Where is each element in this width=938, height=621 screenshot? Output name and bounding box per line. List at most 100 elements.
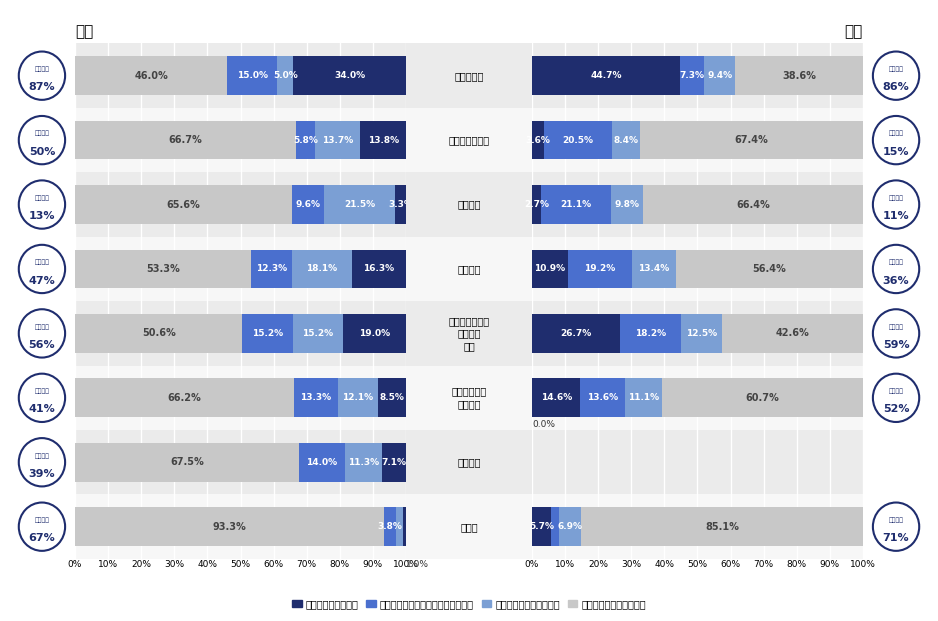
Bar: [295, 120, 315, 160]
Text: 実施傾数: 実施傾数: [888, 324, 903, 330]
Bar: [343, 108, 595, 172]
Text: 実施傾数: 実施傾数: [35, 131, 50, 137]
Text: 66.4%: 66.4%: [736, 199, 770, 209]
Text: 13.8%: 13.8%: [368, 135, 399, 145]
Text: 9.6%: 9.6%: [295, 200, 321, 209]
Bar: [360, 120, 406, 160]
Bar: [735, 57, 863, 95]
Text: 60.7%: 60.7%: [746, 393, 779, 403]
Text: 13.6%: 13.6%: [587, 393, 618, 402]
Text: 15.2%: 15.2%: [302, 329, 334, 338]
Ellipse shape: [873, 245, 919, 293]
Bar: [532, 57, 680, 95]
Text: 5.8%: 5.8%: [293, 135, 318, 145]
Bar: [384, 507, 397, 546]
Text: 男性: 男性: [845, 24, 863, 40]
Bar: [367, 366, 938, 430]
Text: 11%: 11%: [883, 211, 909, 221]
Text: 65.6%: 65.6%: [167, 199, 201, 209]
Ellipse shape: [19, 309, 65, 358]
Ellipse shape: [19, 180, 65, 229]
Text: 12.3%: 12.3%: [256, 265, 287, 273]
Text: 47%: 47%: [28, 276, 55, 286]
Ellipse shape: [19, 502, 65, 551]
Bar: [620, 314, 681, 353]
Bar: [568, 250, 631, 288]
Text: 実施傾数: 実施傾数: [35, 260, 50, 265]
Text: 生理休暇: 生理休暇: [457, 457, 481, 467]
Text: 66.2%: 66.2%: [167, 393, 201, 403]
Text: ハラスメント
対策制度: ハラスメント 対策制度: [451, 387, 487, 409]
Text: 介護休暇: 介護休暇: [457, 199, 481, 209]
Bar: [0, 301, 571, 366]
Bar: [75, 378, 294, 417]
Bar: [676, 250, 863, 288]
Bar: [367, 430, 938, 494]
Bar: [243, 314, 293, 353]
Bar: [294, 57, 406, 95]
Text: 実施傾数: 実施傾数: [888, 66, 903, 72]
Text: 13%: 13%: [29, 211, 55, 221]
Text: スキルアップに
つながる
研修: スキルアップに つながる 研修: [448, 316, 490, 351]
Bar: [227, 57, 277, 95]
Text: 12.1%: 12.1%: [342, 393, 373, 402]
Bar: [402, 507, 406, 546]
Text: 実施傾数: 実施傾数: [888, 195, 903, 201]
Text: 5.7%: 5.7%: [529, 522, 554, 531]
Ellipse shape: [873, 116, 919, 165]
Bar: [0, 366, 571, 430]
Bar: [532, 120, 544, 160]
Bar: [581, 378, 626, 417]
Bar: [704, 57, 735, 95]
Bar: [367, 43, 938, 108]
Bar: [343, 430, 595, 494]
Bar: [0, 494, 571, 559]
Text: 67.5%: 67.5%: [170, 457, 204, 467]
Text: 2.7%: 2.7%: [524, 200, 549, 209]
Bar: [367, 494, 938, 559]
Text: 44.7%: 44.7%: [590, 71, 622, 80]
Bar: [343, 314, 406, 353]
Text: 13.7%: 13.7%: [322, 135, 354, 145]
Text: 39%: 39%: [29, 469, 55, 479]
Bar: [378, 378, 406, 417]
Bar: [558, 507, 582, 546]
Text: 6.9%: 6.9%: [557, 522, 582, 531]
Text: 9.8%: 9.8%: [614, 200, 640, 209]
Bar: [75, 120, 295, 160]
Bar: [680, 57, 704, 95]
Text: 86%: 86%: [883, 82, 910, 93]
Text: 56%: 56%: [29, 340, 55, 350]
Bar: [631, 250, 676, 288]
Bar: [75, 185, 292, 224]
Text: 11.1%: 11.1%: [628, 393, 659, 402]
Text: 42.6%: 42.6%: [776, 329, 809, 338]
Text: 7.3%: 7.3%: [679, 71, 704, 80]
Text: 67.4%: 67.4%: [734, 135, 768, 145]
Bar: [367, 237, 938, 301]
Text: 実施傾数: 実施傾数: [35, 453, 50, 459]
Ellipse shape: [19, 52, 65, 100]
Text: 10.9%: 10.9%: [535, 265, 566, 273]
Text: 1.0%: 1.0%: [406, 560, 429, 569]
Text: 実施傾数: 実施傾数: [35, 389, 50, 394]
Bar: [532, 507, 551, 546]
Bar: [294, 378, 338, 417]
Ellipse shape: [873, 374, 919, 422]
Text: 52%: 52%: [883, 404, 909, 414]
Text: 15.2%: 15.2%: [252, 329, 283, 338]
Text: 実施傾数: 実施傾数: [35, 66, 50, 72]
Ellipse shape: [19, 374, 65, 422]
Text: 38.6%: 38.6%: [782, 71, 816, 81]
Text: 34.0%: 34.0%: [334, 71, 365, 80]
Bar: [681, 314, 722, 353]
Bar: [343, 237, 595, 301]
Bar: [582, 507, 863, 546]
Bar: [338, 378, 378, 417]
Text: 53.3%: 53.3%: [146, 264, 180, 274]
Ellipse shape: [19, 245, 65, 293]
Bar: [343, 366, 595, 430]
Bar: [251, 250, 292, 288]
Bar: [551, 507, 558, 546]
Bar: [343, 494, 595, 559]
